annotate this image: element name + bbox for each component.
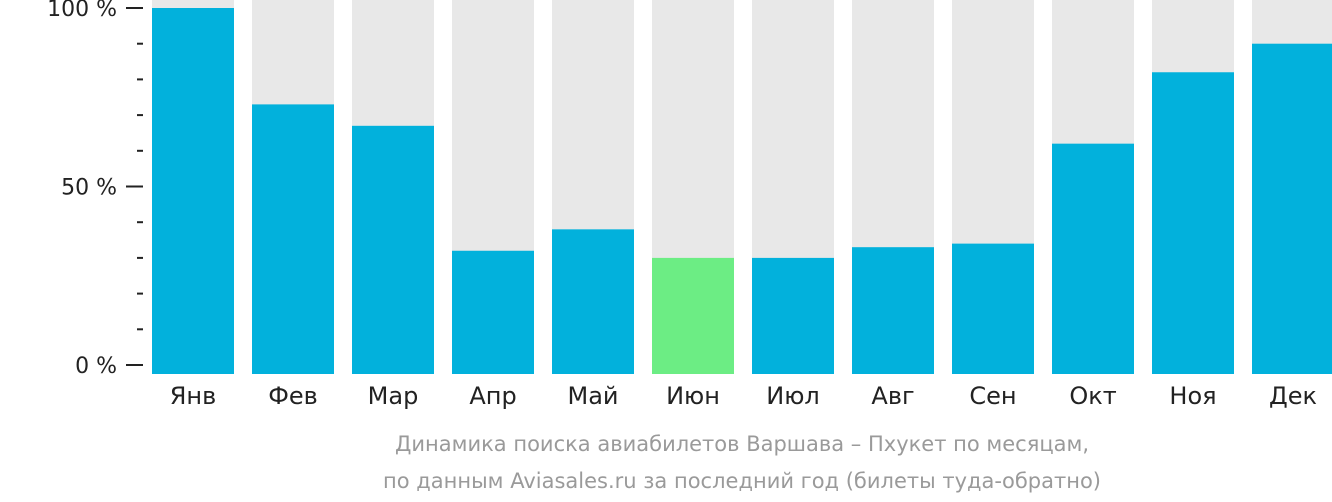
x-tick-label-month-1: Янв [170,382,217,410]
x-tick-label-month-2: Фев [268,382,318,410]
chart-caption-line-1: Динамика поиска авиабилетов Варшава – Пх… [395,432,1089,456]
bar-month-11 [1152,72,1234,374]
bar-month-10 [1052,143,1134,374]
y-tick-label-100: 100 % [47,0,117,22]
bar-month-3 [352,125,434,374]
bar-month-12 [1252,43,1332,374]
x-axis-labels: Янв Фев Мар Апр Май Июн Июл Авг Сен Окт Ноя Дек [170,382,1317,410]
x-tick-label-month-7: Июл [766,382,820,410]
x-tick-label-month-12: Дек [1269,382,1317,410]
bars-layer [152,0,1332,374]
chart-caption-line-2: по данным Aviasales.ru за последний год … [383,469,1101,493]
y-axis: 0 % 50 % 100 % [47,0,143,379]
x-tick-label-month-9: Сен [969,382,1016,410]
x-tick-label-month-11: Ноя [1169,382,1216,410]
x-tick-label-month-5: Май [567,382,618,410]
x-tick-label-month-4: Апр [469,382,516,410]
x-tick-label-month-6: Июн [666,382,720,410]
bar-highlight-month-6 [652,257,734,374]
bar-month-5 [552,229,634,374]
x-tick-label-month-10: Окт [1069,382,1116,410]
bar-month-8 [852,247,934,374]
bar-month-7 [752,257,834,374]
bar-month-4 [452,250,534,374]
y-tick-label-50: 50 % [61,176,117,201]
bar-month-1 [152,8,234,374]
x-tick-label-month-8: Авг [871,382,914,410]
bar-month-9 [952,243,1034,374]
x-tick-label-month-3: Мар [368,382,419,410]
y-tick-label-0: 0 % [75,354,117,379]
bar-month-2 [252,104,334,374]
